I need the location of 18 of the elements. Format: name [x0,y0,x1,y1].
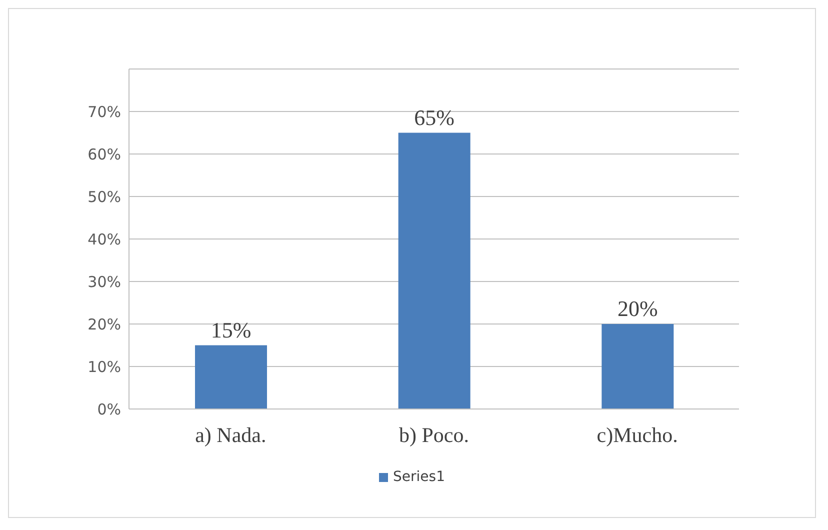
y-tick-label: 30% [88,272,121,291]
y-tick-label: 40% [88,230,121,248]
text: 20% [618,296,658,321]
y-tick-label: 10% [88,358,121,376]
bar [602,324,674,409]
x-tick-label: a) Nada. [195,422,266,447]
text: 65% [414,104,454,130]
legend-label: Series1 [392,469,445,485]
y-tick-label: 50% [88,188,121,206]
y-tick-label: 0% [97,400,121,418]
y-tick-label: 20% [88,315,121,334]
text: 15% [210,317,252,342]
y-tick-label: 60% [88,145,121,164]
y-tick-label: 70% [88,102,121,121]
x-tick-label: c)Mucho. [596,422,678,447]
x-tick-label: b) Poco. [399,422,469,447]
bar [398,132,470,409]
bar [195,345,267,409]
